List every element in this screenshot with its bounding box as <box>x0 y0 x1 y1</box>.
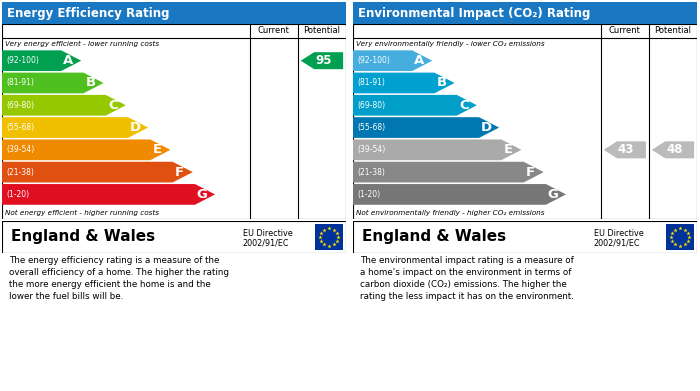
Polygon shape <box>2 117 148 138</box>
Polygon shape <box>603 141 646 158</box>
Text: Not environmentally friendly - higher CO₂ emissions: Not environmentally friendly - higher CO… <box>356 210 545 216</box>
Text: D: D <box>130 121 141 134</box>
Text: A: A <box>63 54 74 67</box>
Text: Current: Current <box>609 26 640 35</box>
Polygon shape <box>301 52 343 69</box>
Text: B: B <box>85 77 95 90</box>
Text: England & Wales: England & Wales <box>10 230 155 244</box>
Text: (81-91): (81-91) <box>6 79 34 88</box>
Text: Energy Efficiency Rating: Energy Efficiency Rating <box>7 7 169 20</box>
Text: EU Directive: EU Directive <box>243 229 293 238</box>
Text: Current: Current <box>258 26 290 35</box>
Polygon shape <box>2 73 104 93</box>
Text: The environmental impact rating is a measure of
a home's impact on the environme: The environmental impact rating is a mea… <box>360 256 574 301</box>
Text: 95: 95 <box>315 54 332 67</box>
Text: (39-54): (39-54) <box>6 145 34 154</box>
Polygon shape <box>353 184 566 205</box>
Polygon shape <box>353 117 499 138</box>
Text: (92-100): (92-100) <box>6 56 39 65</box>
Text: C: C <box>459 99 468 112</box>
Text: (1-20): (1-20) <box>357 190 380 199</box>
Text: 2002/91/EC: 2002/91/EC <box>243 238 289 247</box>
Text: G: G <box>547 188 559 201</box>
Polygon shape <box>353 162 544 183</box>
Text: (1-20): (1-20) <box>6 190 29 199</box>
Polygon shape <box>2 140 170 160</box>
Text: Very energy efficient - lower running costs: Very energy efficient - lower running co… <box>6 41 160 47</box>
Polygon shape <box>353 140 522 160</box>
Text: (55-68): (55-68) <box>357 123 385 132</box>
Text: 43: 43 <box>618 143 634 156</box>
Text: E: E <box>504 143 513 156</box>
Text: 2002/91/EC: 2002/91/EC <box>594 238 641 247</box>
Text: E: E <box>153 143 162 156</box>
Text: (69-80): (69-80) <box>357 101 385 110</box>
Text: (39-54): (39-54) <box>357 145 386 154</box>
Text: Potential: Potential <box>654 26 692 35</box>
Polygon shape <box>353 50 433 71</box>
Text: Potential: Potential <box>303 26 340 35</box>
Text: D: D <box>480 121 491 134</box>
Text: EU Directive: EU Directive <box>594 229 643 238</box>
Text: England & Wales: England & Wales <box>362 230 505 244</box>
Polygon shape <box>2 184 215 205</box>
Text: 48: 48 <box>666 143 682 156</box>
Text: (81-91): (81-91) <box>357 79 385 88</box>
Text: (92-100): (92-100) <box>357 56 390 65</box>
Text: (21-38): (21-38) <box>6 168 34 177</box>
Text: (69-80): (69-80) <box>6 101 34 110</box>
Polygon shape <box>353 95 477 116</box>
Polygon shape <box>652 141 694 158</box>
Text: Not energy efficient - higher running costs: Not energy efficient - higher running co… <box>6 210 160 216</box>
Text: C: C <box>108 99 118 112</box>
Text: F: F <box>175 166 184 179</box>
Text: A: A <box>414 54 424 67</box>
Text: (21-38): (21-38) <box>357 168 385 177</box>
Text: Environmental Impact (CO₂) Rating: Environmental Impact (CO₂) Rating <box>358 7 591 20</box>
Text: G: G <box>197 188 207 201</box>
Text: Very environmentally friendly - lower CO₂ emissions: Very environmentally friendly - lower CO… <box>356 41 545 47</box>
Text: The energy efficiency rating is a measure of the
overall efficiency of a home. T: The energy efficiency rating is a measur… <box>9 256 229 301</box>
Text: F: F <box>526 166 536 179</box>
Text: (55-68): (55-68) <box>6 123 34 132</box>
Polygon shape <box>2 50 81 71</box>
Polygon shape <box>2 162 192 183</box>
Polygon shape <box>353 73 454 93</box>
Text: B: B <box>436 77 447 90</box>
Polygon shape <box>2 95 126 116</box>
